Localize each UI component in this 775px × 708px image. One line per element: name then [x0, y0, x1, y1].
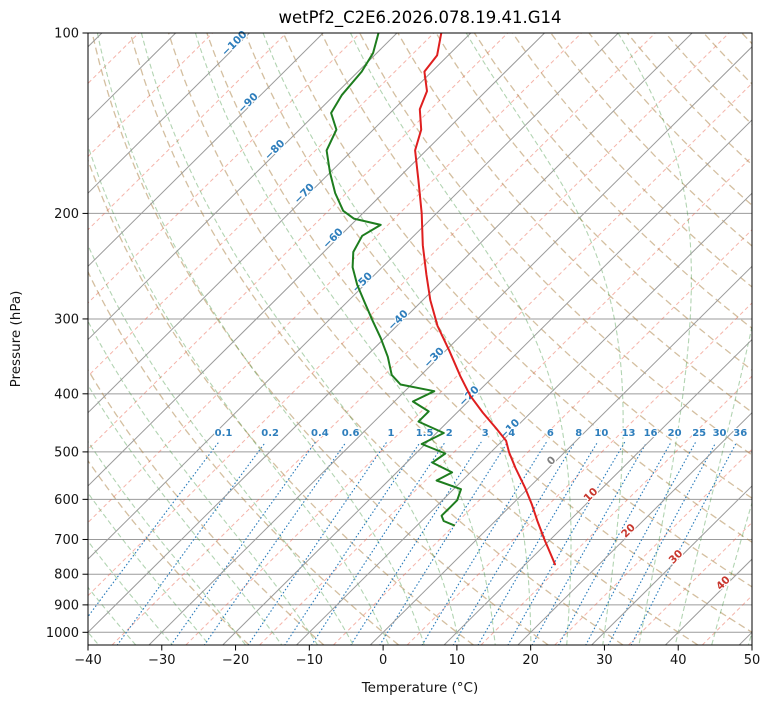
- y-tick-label: 200: [54, 207, 79, 222]
- y-tick-label: 400: [54, 387, 79, 402]
- isotherm-label: −40: [386, 308, 411, 333]
- isotherm-major-lines: [88, 33, 752, 645]
- mixing-ratio-label: 0.2: [261, 428, 279, 439]
- isotherm-label: −80: [262, 137, 287, 162]
- mixing-ratio-label: 8: [575, 428, 582, 439]
- x-tick-label: 30: [596, 653, 613, 668]
- sounding-profiles: [325, 33, 556, 566]
- y-tick-label: 500: [54, 445, 79, 460]
- y-tick-label: 700: [54, 533, 79, 548]
- mixing-ratio-label: 25: [692, 428, 706, 439]
- x-tick-label: 40: [670, 653, 687, 668]
- x-tick-label: 50: [744, 653, 761, 668]
- isotherm-label: −30: [422, 345, 447, 370]
- isotherm-label: 0: [545, 454, 559, 468]
- mixing-ratio-label: 1: [388, 428, 395, 439]
- mixing-ratio-label: 0.4: [311, 428, 329, 439]
- mixing-ratio-label: 3: [482, 428, 489, 439]
- y-tick-label: 300: [54, 312, 79, 327]
- y-tick-label: 900: [54, 598, 79, 613]
- dewpoint-line: [325, 33, 462, 527]
- isotherm-label: 40: [714, 574, 733, 593]
- x-tick-label: −30: [148, 653, 175, 668]
- dry-adiabat-lines: [88, 33, 752, 645]
- mixing-ratio-labels: 0.1 0.2 0.4 0.6 1 1.5 2 3 4 6 8 10 13 16 20 25 30 36: [214, 427, 749, 440]
- x-axis-label: Temperature (°C): [361, 680, 479, 696]
- moist-adiabat-lines: [88, 33, 752, 645]
- mixing-ratio-label: 2: [446, 428, 453, 439]
- y-tick-label: 600: [54, 493, 79, 508]
- isotherm-minor-lines: [88, 33, 752, 645]
- y-tick-label: 1000: [46, 626, 79, 641]
- mixing-ratio-label: 4: [508, 428, 515, 439]
- isotherm-label: 30: [667, 548, 686, 567]
- y-axis-ticks: 100 200 300 400 500 600 700 800 900 1000: [46, 27, 88, 641]
- y-tick-label: 100: [54, 27, 79, 42]
- line-labels: −100−90−80−70−60−50−40−30−20−10010203040…: [214, 27, 749, 594]
- mixing-ratio-label: 6: [547, 428, 554, 439]
- x-tick-label: 0: [379, 653, 387, 668]
- mixing-ratio-label: 0.1: [215, 428, 233, 439]
- mixing-ratio-label: 30: [713, 428, 727, 439]
- background-lines: [88, 33, 752, 645]
- mixing-ratio-label: 36: [733, 428, 747, 439]
- isobar-lines: [88, 33, 752, 633]
- x-tick-label: 10: [449, 653, 466, 668]
- isotherm-label: −90: [236, 91, 261, 116]
- x-axis-ticks: −40 −30 −20 −10 0 10 20 30 40 50: [74, 645, 760, 668]
- temperature-line: [414, 33, 556, 566]
- mixing-ratio-label: 1.5: [416, 428, 434, 439]
- y-tick-label: 800: [54, 568, 79, 583]
- mixing-ratio-label: 20: [668, 428, 682, 439]
- mixing-ratio-label: 13: [622, 428, 636, 439]
- isotherm-label: −70: [292, 181, 317, 206]
- isotherm-label: 10: [582, 486, 601, 505]
- mixing-ratio-lines: [88, 441, 738, 645]
- isotherm-label: −60: [321, 226, 346, 251]
- mixing-ratio-label: 16: [644, 428, 658, 439]
- x-tick-label: −10: [296, 653, 323, 668]
- y-axis-label: Pressure (hPa): [8, 291, 24, 388]
- mixing-ratio-label: 0.6: [342, 428, 360, 439]
- plot-frame: [87, 32, 753, 646]
- chart-title: wetPf2_C2E6.2026.078.19.41.G14: [278, 8, 561, 28]
- mixing-ratio-label: 10: [594, 428, 608, 439]
- x-tick-label: −20: [222, 653, 249, 668]
- x-tick-label: 20: [522, 653, 539, 668]
- axes: −40 −30 −20 −10 0 10 20 30 40 5010020030040050060…: [46, 27, 760, 669]
- x-tick-label: −40: [74, 653, 101, 668]
- isotherm-label: 20: [619, 522, 638, 541]
